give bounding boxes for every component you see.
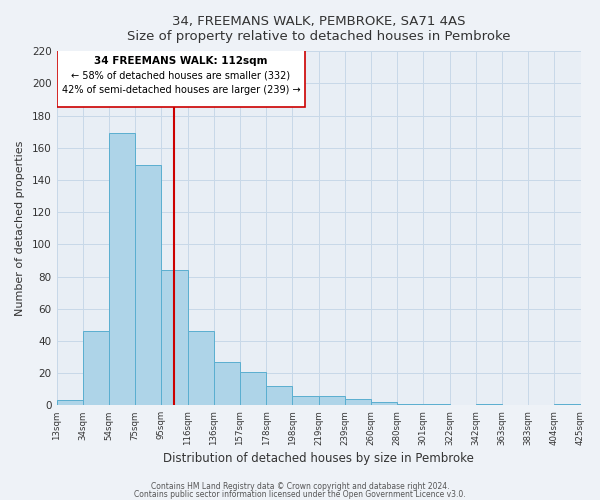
Bar xyxy=(214,362,240,406)
Bar xyxy=(476,404,502,406)
Text: 34 FREEMANS WALK: 112sqm: 34 FREEMANS WALK: 112sqm xyxy=(94,56,268,66)
Title: 34, FREEMANS WALK, PEMBROKE, SA71 4AS
Size of property relative to detached hous: 34, FREEMANS WALK, PEMBROKE, SA71 4AS Si… xyxy=(127,15,510,43)
Bar xyxy=(83,332,109,406)
Bar xyxy=(240,372,266,406)
Text: Contains HM Land Registry data © Crown copyright and database right 2024.: Contains HM Land Registry data © Crown c… xyxy=(151,482,449,491)
Text: Contains public sector information licensed under the Open Government Licence v3: Contains public sector information licen… xyxy=(134,490,466,499)
FancyBboxPatch shape xyxy=(56,48,305,108)
Bar xyxy=(319,396,345,406)
Bar xyxy=(109,133,135,406)
Y-axis label: Number of detached properties: Number of detached properties xyxy=(15,140,25,316)
Bar xyxy=(161,270,188,406)
Bar xyxy=(188,332,214,406)
Bar xyxy=(345,399,371,406)
Bar xyxy=(371,402,397,406)
Bar xyxy=(397,404,424,406)
Bar xyxy=(56,400,83,406)
Text: 42% of semi-detached houses are larger (239) →: 42% of semi-detached houses are larger (… xyxy=(62,85,301,95)
Bar xyxy=(424,404,449,406)
X-axis label: Distribution of detached houses by size in Pembroke: Distribution of detached houses by size … xyxy=(163,452,474,465)
Bar xyxy=(292,396,319,406)
Bar xyxy=(135,166,161,406)
Bar xyxy=(554,404,581,406)
Bar xyxy=(266,386,292,406)
Text: ← 58% of detached houses are smaller (332): ← 58% of detached houses are smaller (33… xyxy=(71,70,290,81)
